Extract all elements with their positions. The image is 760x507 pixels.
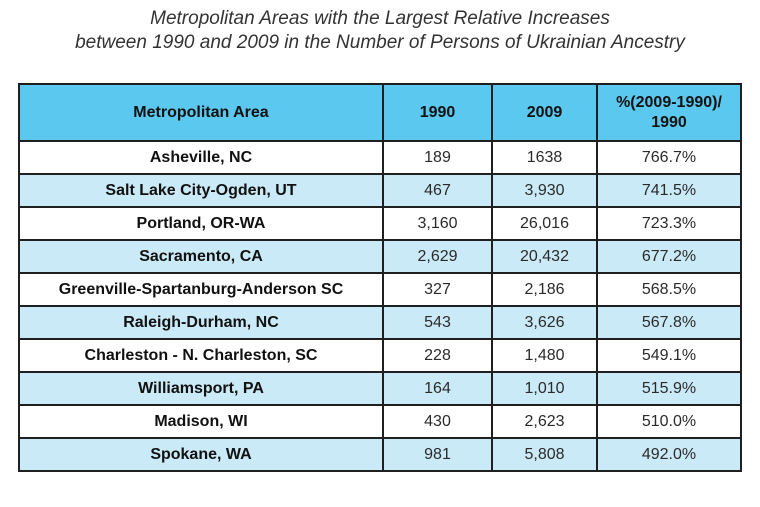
header-2009: 2009 — [491, 83, 598, 142]
table-row: Greenville-Spartanburg-Anderson SC 327 2… — [18, 272, 742, 307]
table-row: Williamsport, PA 164 1,010 515.9% — [18, 371, 742, 406]
header-percent-change: %(2009-1990)/ 1990 — [596, 83, 742, 142]
cell-percent: 677.2% — [596, 239, 742, 274]
cell-1990: 189 — [382, 140, 493, 175]
cell-area: Greenville-Spartanburg-Anderson SC — [18, 272, 384, 307]
ukrainian-ancestry-table: Metropolitan Area 1990 2009 %(2009-1990)… — [18, 83, 742, 472]
cell-1990: 430 — [382, 404, 493, 439]
cell-1990: 3,160 — [382, 206, 493, 241]
cell-area: Raleigh-Durham, NC — [18, 305, 384, 340]
cell-percent: 741.5% — [596, 173, 742, 208]
cell-area: Salt Lake City-Ogden, UT — [18, 173, 384, 208]
cell-2009: 2,623 — [491, 404, 598, 439]
cell-1990: 543 — [382, 305, 493, 340]
table-row: Sacramento, CA 2,629 20,432 677.2% — [18, 239, 742, 274]
cell-percent: 515.9% — [596, 371, 742, 406]
table-row: Charleston - N. Charleston, SC 228 1,480… — [18, 338, 742, 373]
cell-1990: 164 — [382, 371, 493, 406]
table-row: Spokane, WA 981 5,808 492.0% — [18, 437, 742, 472]
header-metropolitan-area: Metropolitan Area — [18, 83, 384, 142]
table-title: Metropolitan Areas with the Largest Rela… — [0, 7, 760, 55]
header-row: Metropolitan Area 1990 2009 %(2009-1990)… — [18, 83, 742, 142]
cell-2009: 1,010 — [491, 371, 598, 406]
cell-2009: 5,808 — [491, 437, 598, 472]
cell-2009: 20,432 — [491, 239, 598, 274]
cell-2009: 2,186 — [491, 272, 598, 307]
cell-percent: 549.1% — [596, 338, 742, 373]
cell-percent: 568.5% — [596, 272, 742, 307]
table-row: Salt Lake City-Ogden, UT 467 3,930 741.5… — [18, 173, 742, 208]
cell-2009: 1638 — [491, 140, 598, 175]
cell-percent: 723.3% — [596, 206, 742, 241]
table-body: Asheville, NC 189 1638 766.7% Salt Lake … — [18, 140, 742, 472]
cell-percent: 567.8% — [596, 305, 742, 340]
cell-1990: 228 — [382, 338, 493, 373]
table-row: Portland, OR-WA 3,160 26,016 723.3% — [18, 206, 742, 241]
cell-area: Sacramento, CA — [18, 239, 384, 274]
cell-area: Asheville, NC — [18, 140, 384, 175]
cell-1990: 981 — [382, 437, 493, 472]
cell-2009: 3,626 — [491, 305, 598, 340]
cell-1990: 467 — [382, 173, 493, 208]
title-line-1: Metropolitan Areas with the Largest Rela… — [150, 8, 610, 29]
cell-2009: 3,930 — [491, 173, 598, 208]
cell-1990: 2,629 — [382, 239, 493, 274]
cell-area: Madison, WI — [18, 404, 384, 439]
cell-percent: 766.7% — [596, 140, 742, 175]
cell-area: Portland, OR-WA — [18, 206, 384, 241]
cell-area: Williamsport, PA — [18, 371, 384, 406]
cell-percent: 492.0% — [596, 437, 742, 472]
cell-1990: 327 — [382, 272, 493, 307]
header-1990: 1990 — [382, 83, 493, 142]
cell-area: Spokane, WA — [18, 437, 384, 472]
table-row: Madison, WI 430 2,623 510.0% — [18, 404, 742, 439]
table-row: Asheville, NC 189 1638 766.7% — [18, 140, 742, 175]
cell-percent: 510.0% — [596, 404, 742, 439]
cell-2009: 26,016 — [491, 206, 598, 241]
title-line-2: between 1990 and 2009 in the Number of P… — [75, 32, 685, 53]
cell-2009: 1,480 — [491, 338, 598, 373]
cell-area: Charleston - N. Charleston, SC — [18, 338, 384, 373]
table-row: Raleigh-Durham, NC 543 3,626 567.8% — [18, 305, 742, 340]
